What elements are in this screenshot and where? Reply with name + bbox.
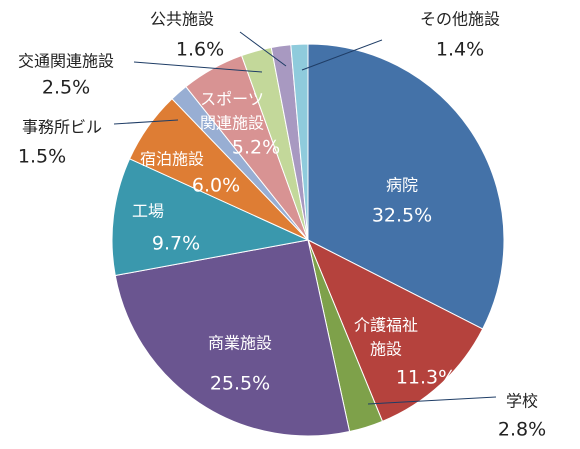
slice-value-2: 2.8% [498, 419, 546, 441]
slice-value-7: 5.2% [232, 137, 280, 159]
slice-label-1-1: 施設 [370, 340, 402, 359]
pie-slices [111, 43, 505, 437]
slice-label-9: 公共施設 [150, 10, 214, 29]
pie-slice-1 [307, 238, 484, 422]
slice-value-6: 1.5% [18, 146, 66, 168]
slice-value-3: 25.5% [210, 373, 270, 395]
slice-value-1: 11.3% [396, 367, 456, 389]
slice-value-4: 9.7% [152, 233, 200, 255]
slice-value-10: 1.4% [436, 39, 484, 61]
leader-line-6 [113, 119, 179, 125]
pie-slice-10 [290, 43, 309, 241]
slice-label-6: 事務所ビル [22, 118, 102, 137]
pie-slice-0 [307, 43, 505, 330]
leader-line-2 [367, 396, 497, 405]
leader-lines [113, 31, 497, 405]
slice-label-2: 学校 [506, 392, 538, 411]
slice-label-3: 商業施設 [208, 334, 272, 353]
leader-line-9 [239, 31, 287, 67]
slice-label-8: 交通関連施設 [18, 52, 114, 71]
pie-slice-3 [114, 239, 351, 437]
slice-label-1-0: 介護福祉 [354, 316, 418, 335]
slice-label-5: 宿泊施設 [140, 150, 204, 169]
slice-value-5: 6.0% [192, 175, 240, 197]
slice-label-10: その他施設 [420, 10, 500, 29]
slice-value-0: 32.5% [372, 205, 432, 227]
slice-label-4: 工場 [132, 202, 164, 221]
leader-line-10 [301, 39, 383, 71]
leader-line-8 [133, 61, 263, 73]
slice-value-8: 2.5% [42, 77, 90, 99]
pie-slice-4 [111, 158, 310, 277]
slice-value-9: 1.6% [176, 39, 224, 61]
slice-label-7-1: 関連施設 [200, 114, 264, 133]
slice-label-0: 病院 [386, 176, 418, 195]
slice-label-7-0: スポーツ [200, 90, 264, 109]
